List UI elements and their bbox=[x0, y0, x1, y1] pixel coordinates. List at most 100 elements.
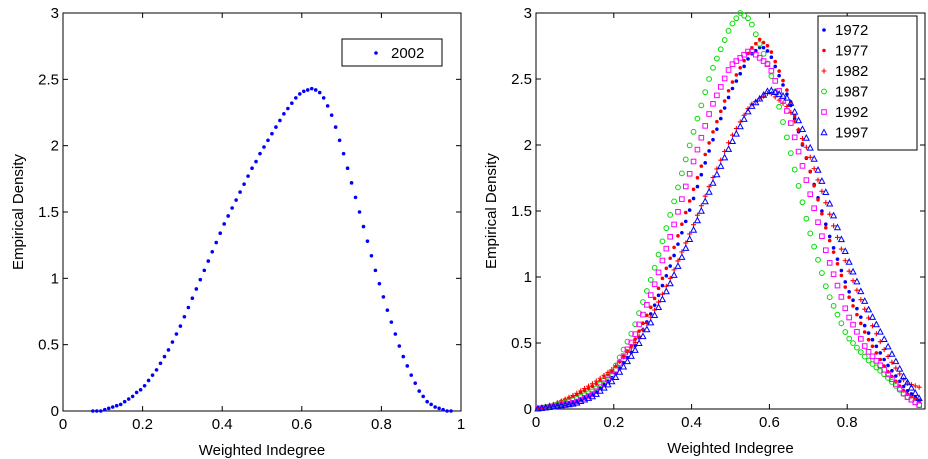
data-point bbox=[794, 116, 803, 124]
data-point bbox=[102, 407, 107, 412]
data-point bbox=[742, 58, 746, 63]
data-point bbox=[745, 15, 751, 22]
data-point bbox=[893, 381, 899, 387]
data-point bbox=[855, 312, 859, 317]
data-point bbox=[377, 281, 382, 286]
y-tick-label: 0 bbox=[51, 403, 59, 420]
data-point bbox=[896, 385, 903, 392]
data-point bbox=[162, 354, 167, 359]
plot-area bbox=[534, 10, 923, 412]
x-tick-label: 1 bbox=[457, 416, 465, 433]
data-point bbox=[565, 400, 573, 408]
data-point bbox=[345, 166, 350, 171]
data-point bbox=[393, 332, 398, 336]
data-point bbox=[214, 240, 219, 245]
data-point bbox=[604, 380, 612, 388]
data-point bbox=[425, 399, 429, 404]
data-point bbox=[202, 268, 207, 273]
data-point bbox=[717, 84, 724, 90]
data-point bbox=[710, 64, 716, 71]
data-point bbox=[846, 314, 852, 321]
legend-box bbox=[817, 15, 918, 151]
data-point bbox=[807, 230, 814, 237]
data-point bbox=[847, 295, 851, 299]
data-point bbox=[737, 55, 744, 61]
data-point bbox=[222, 222, 226, 226]
data-point bbox=[381, 295, 386, 299]
data-point bbox=[706, 76, 713, 82]
data-point bbox=[862, 330, 867, 334]
data-point bbox=[589, 381, 595, 387]
data-point bbox=[907, 383, 916, 391]
data-point bbox=[656, 293, 661, 298]
legend-label: 1972 bbox=[835, 22, 868, 39]
data-point bbox=[837, 235, 846, 243]
data-point bbox=[401, 354, 406, 359]
data-point bbox=[679, 196, 685, 202]
data-point bbox=[861, 297, 869, 304]
data-point bbox=[648, 312, 653, 316]
data-point bbox=[861, 343, 868, 349]
data-point bbox=[686, 142, 693, 149]
data-point bbox=[803, 177, 810, 183]
data-point bbox=[725, 27, 732, 34]
data-point bbox=[819, 233, 825, 240]
data-point bbox=[290, 101, 294, 106]
data-point bbox=[707, 141, 711, 145]
data-point bbox=[608, 377, 616, 385]
data-point bbox=[706, 111, 712, 117]
data-point bbox=[616, 354, 623, 361]
data-point bbox=[441, 407, 445, 412]
data-point bbox=[872, 320, 881, 328]
data-point bbox=[767, 86, 775, 94]
data-point bbox=[857, 287, 865, 295]
data-point bbox=[722, 106, 727, 110]
data-point bbox=[656, 286, 661, 291]
legend-marker bbox=[820, 128, 828, 136]
data-point bbox=[819, 188, 825, 194]
data-point bbox=[722, 99, 727, 103]
data-point bbox=[702, 123, 709, 129]
data-point bbox=[620, 346, 627, 353]
data-point bbox=[819, 270, 825, 276]
data-point bbox=[791, 166, 798, 173]
data-point bbox=[888, 350, 896, 357]
data-point bbox=[597, 381, 604, 388]
data-point bbox=[765, 43, 770, 48]
legend-label: 1987 bbox=[835, 84, 868, 101]
data-point bbox=[668, 256, 673, 261]
data-point bbox=[894, 374, 898, 378]
y-tick-label: 1.5 bbox=[38, 204, 59, 221]
data-point bbox=[730, 86, 735, 91]
data-point bbox=[682, 156, 689, 163]
data-point bbox=[620, 353, 627, 359]
data-point bbox=[816, 197, 820, 202]
data-point bbox=[771, 88, 779, 96]
data-point bbox=[689, 225, 698, 233]
data-point bbox=[651, 281, 658, 288]
data-point bbox=[779, 91, 787, 99]
data-point bbox=[713, 170, 721, 178]
data-point bbox=[385, 308, 390, 312]
data-point bbox=[150, 373, 155, 377]
x-tick-label: 0.4 bbox=[681, 414, 702, 431]
data-point bbox=[777, 73, 781, 78]
data-point bbox=[697, 206, 705, 214]
data-point bbox=[703, 161, 708, 165]
data-point bbox=[886, 363, 890, 368]
data-point bbox=[752, 31, 759, 38]
y-tick-label: 3 bbox=[524, 5, 532, 22]
data-point bbox=[748, 102, 756, 109]
data-point bbox=[690, 128, 697, 135]
data-point bbox=[337, 138, 342, 143]
data-point bbox=[761, 45, 766, 50]
data-point bbox=[639, 332, 647, 340]
data-point bbox=[775, 90, 783, 97]
data-point bbox=[663, 225, 670, 232]
data-point bbox=[553, 402, 562, 409]
data-point bbox=[365, 239, 370, 243]
data-point bbox=[900, 390, 907, 397]
data-point bbox=[593, 378, 599, 384]
series-1997 bbox=[534, 86, 923, 412]
data-point bbox=[842, 258, 848, 264]
